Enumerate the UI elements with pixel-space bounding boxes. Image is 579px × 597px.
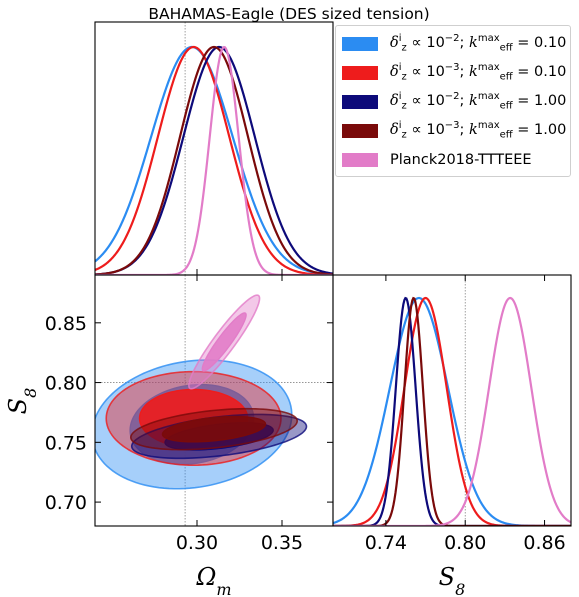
chart-title: BAHAMAS-Eagle (DES sized tension) xyxy=(148,5,430,23)
legend-label: δiz ∝ 10−3; kmaxeff = 0.10 xyxy=(390,62,567,83)
s8-marginal-curve xyxy=(333,296,571,526)
x-tick-label: 0.86 xyxy=(523,532,565,554)
contour-68 xyxy=(161,415,267,443)
y-tick-label: 0.75 xyxy=(45,432,87,454)
legend-item: Planck2018-TTTEEE xyxy=(342,145,564,174)
legend-swatch xyxy=(342,152,378,167)
y-axis-label: S8 xyxy=(4,388,40,415)
x-tick-label: 0.74 xyxy=(365,532,407,554)
legend-label: δiz ∝ 10−2; kmaxeff = 0.10 xyxy=(390,33,567,54)
x-tick-label: 0.80 xyxy=(444,532,486,554)
panel-s8-marginal xyxy=(332,274,572,527)
omega-m-marginal-curve xyxy=(95,45,333,275)
legend-item: δiz ∝ 10−3; kmaxeff = 1.00 xyxy=(342,116,567,145)
y-tick-label: 0.80 xyxy=(45,373,87,395)
omega-m-marginal-curve xyxy=(95,45,333,275)
x-tick-label: 0.30 xyxy=(176,532,218,554)
legend: δiz ∝ 10−2; kmaxeff = 0.10 δiz ∝ 10−3; k… xyxy=(335,25,571,177)
legend-swatch xyxy=(342,123,378,138)
panel-omega-m-marginal xyxy=(94,21,334,276)
omega-m-marginal-curve xyxy=(95,45,333,275)
legend-swatch xyxy=(342,36,378,51)
x-axis-label: Ωm xyxy=(195,563,231,597)
legend-item: δiz ∝ 10−3; kmaxeff = 0.10 xyxy=(342,58,567,87)
legend-swatch xyxy=(342,94,378,109)
legend-swatch xyxy=(342,65,378,80)
legend-label: δiz ∝ 10−3; kmaxeff = 1.00 xyxy=(390,120,567,141)
legend-item: δiz ∝ 10−2; kmaxeff = 0.10 xyxy=(342,29,567,58)
s8-marginal-curve xyxy=(333,296,571,526)
contour-68 xyxy=(201,312,247,372)
y-tick-label: 0.70 xyxy=(45,492,87,514)
legend-label: Planck2018-TTTEEE xyxy=(390,151,532,168)
x-tick-label: 0.35 xyxy=(261,532,303,554)
y-tick-label: 0.85 xyxy=(45,313,87,335)
legend-item: δiz ∝ 10−2; kmaxeff = 1.00 xyxy=(342,87,567,116)
x-axis-label: S8 xyxy=(439,563,466,597)
legend-label: δiz ∝ 10−2; kmaxeff = 1.00 xyxy=(390,91,567,112)
